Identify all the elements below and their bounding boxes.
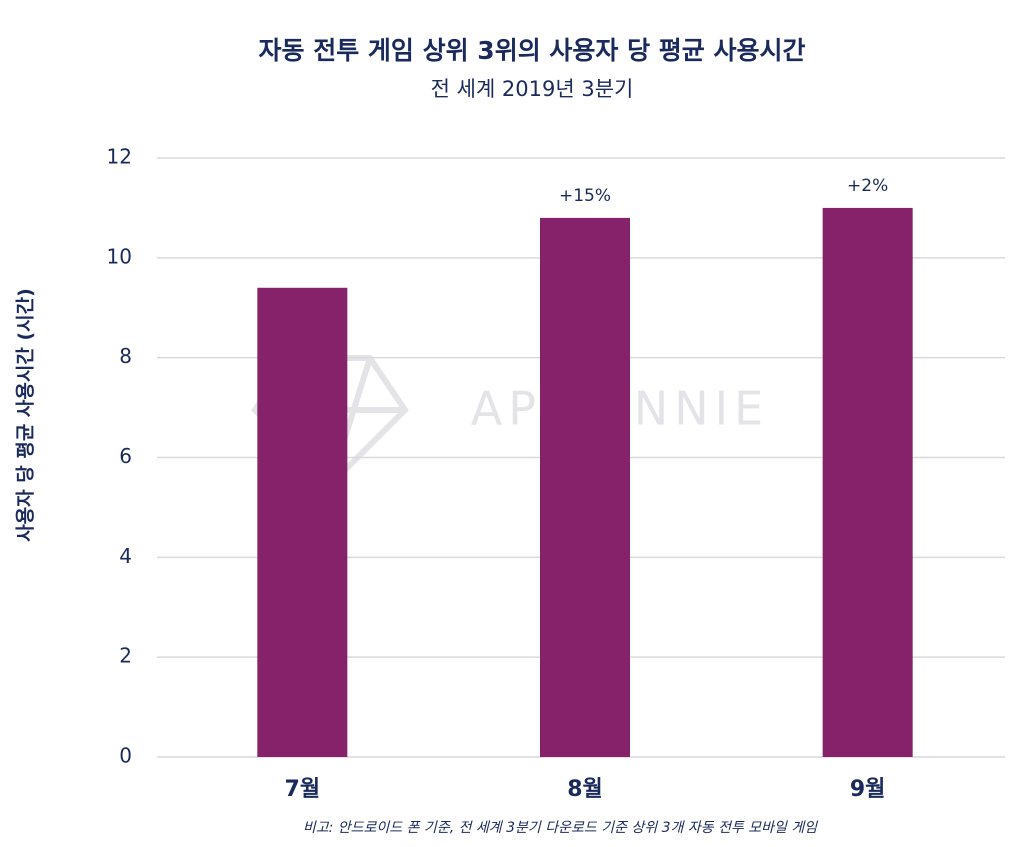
x-tick-label: 9월 xyxy=(850,777,886,802)
y-tick-label: 8 xyxy=(119,344,132,368)
y-tick-label: 6 xyxy=(119,444,132,468)
y-tick-label: 2 xyxy=(119,644,132,668)
bar xyxy=(822,207,913,757)
y-axis-label: 사용자 당 평균 사용시간 (시간) xyxy=(15,288,37,542)
y-tick-label: 0 xyxy=(119,744,132,768)
y-tick-label: 4 xyxy=(119,544,132,568)
chart-subtitle: 전 세계 2019년 3분기 xyxy=(431,77,634,101)
change-label: +15% xyxy=(559,186,611,206)
x-tick-label: 7월 xyxy=(285,777,321,802)
y-tick-label: 10 xyxy=(107,244,132,268)
chart-title: 자동 전투 게임 상위 3위의 사용자 당 평균 사용시간 xyxy=(258,36,805,65)
bar xyxy=(540,217,630,757)
change-label: +2% xyxy=(847,176,888,196)
footnote: 비고: 안드로이드 폰 기준, 전 세계 3분기 다운로드 기준 상위 3개 자… xyxy=(303,820,818,836)
y-tick-label: 12 xyxy=(107,145,132,169)
bar xyxy=(257,287,348,757)
x-tick-label: 8월 xyxy=(567,777,603,802)
